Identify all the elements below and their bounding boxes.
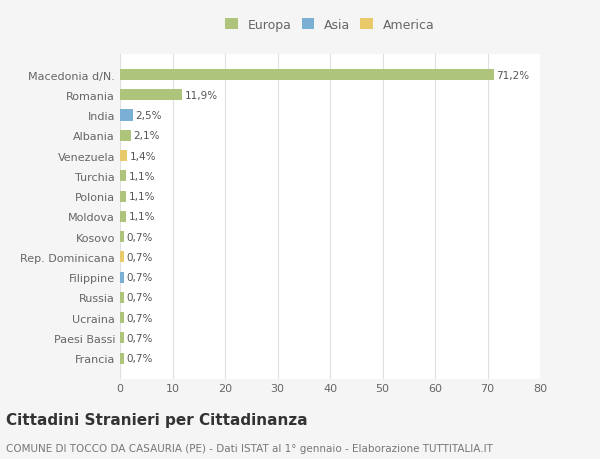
Text: 0,7%: 0,7% [127,252,152,262]
Bar [120,211,126,223]
Bar [120,191,126,202]
Bar [120,171,126,182]
Text: 1,1%: 1,1% [128,172,155,181]
Bar [120,252,124,263]
Bar [120,292,124,303]
Text: 2,5%: 2,5% [136,111,162,121]
Text: Cittadini Stranieri per Cittadinanza: Cittadini Stranieri per Cittadinanza [6,413,308,428]
Text: 1,1%: 1,1% [128,212,155,222]
Text: 11,9%: 11,9% [185,90,218,101]
Text: 1,1%: 1,1% [128,192,155,202]
Bar [120,231,124,243]
Bar [120,90,182,101]
Bar [120,130,131,141]
Legend: Europa, Asia, America: Europa, Asia, America [223,16,437,34]
Text: 0,7%: 0,7% [127,353,152,364]
Bar [120,151,127,162]
Text: 1,4%: 1,4% [130,151,157,161]
Bar [120,272,124,283]
Text: 0,7%: 0,7% [127,273,152,283]
Bar [120,110,133,121]
Text: COMUNE DI TOCCO DA CASAURIA (PE) - Dati ISTAT al 1° gennaio - Elaborazione TUTTI: COMUNE DI TOCCO DA CASAURIA (PE) - Dati … [6,443,493,453]
Bar [120,70,494,81]
Bar [120,333,124,344]
Text: 0,7%: 0,7% [127,293,152,303]
Text: 0,7%: 0,7% [127,232,152,242]
Text: 71,2%: 71,2% [496,70,530,80]
Text: 0,7%: 0,7% [127,333,152,343]
Bar [120,313,124,324]
Text: 2,1%: 2,1% [134,131,160,141]
Bar [120,353,124,364]
Text: 0,7%: 0,7% [127,313,152,323]
